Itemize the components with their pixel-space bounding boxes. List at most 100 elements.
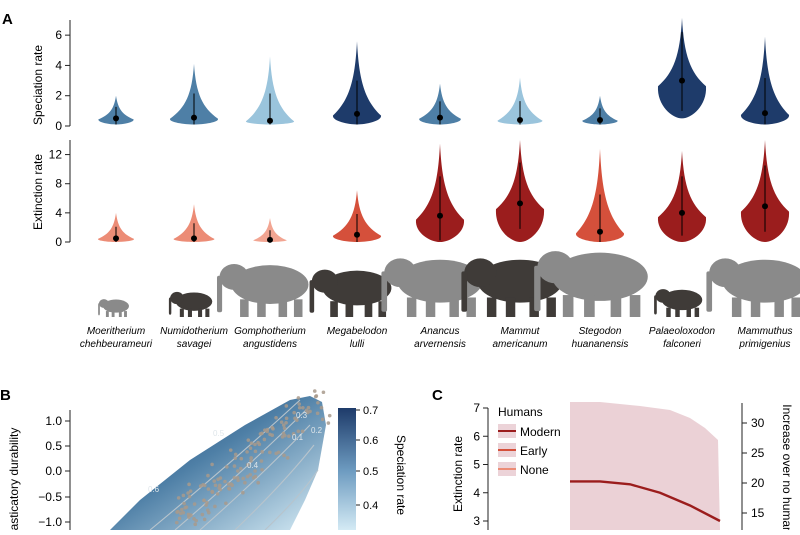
panel-c: 3 4 5 6 7 15 20 25 30 Extinction rate Increase … <box>451 401 794 535</box>
data-point <box>246 438 251 442</box>
data-point <box>215 492 220 496</box>
data-point <box>260 450 265 454</box>
violin-median <box>191 235 197 242</box>
data-point <box>249 441 254 446</box>
species-epithet: huananensis <box>572 339 629 350</box>
colorbar-tick-label: 0.6 <box>363 435 378 447</box>
data-point <box>193 522 198 527</box>
legend-entry: Modern <box>520 425 561 439</box>
panel-b-surface <box>110 396 326 530</box>
data-point <box>248 472 253 477</box>
data-point <box>262 437 267 442</box>
ytick-label: 2 <box>55 89 62 103</box>
ytick-label: 6 <box>473 429 480 443</box>
y2tick-label: 20 <box>751 476 765 490</box>
data-point <box>232 464 237 468</box>
data-point <box>181 493 186 498</box>
violin-median <box>597 228 603 235</box>
data-point <box>217 486 222 490</box>
data-point <box>276 450 281 455</box>
colorbar-tick-label: 0.5 <box>363 466 378 478</box>
data-point <box>248 446 253 451</box>
contour-label: 0.1 <box>292 433 304 442</box>
data-point <box>204 503 208 507</box>
data-point <box>186 491 190 495</box>
y2tick-label: 30 <box>751 416 765 430</box>
violin-median <box>437 212 443 219</box>
data-point <box>287 434 291 439</box>
violin-median <box>597 116 603 123</box>
extinction-ylabel: Extinction rate <box>31 154 45 230</box>
data-point <box>253 442 257 447</box>
data-point <box>268 432 272 437</box>
contour-line <box>174 409 307 530</box>
violin-median <box>113 235 119 242</box>
data-point <box>241 476 245 481</box>
panel-label-c: C <box>432 387 443 404</box>
colorbar-label: Speciation rate <box>394 435 408 515</box>
data-point <box>245 450 249 454</box>
silhouette-1 <box>168 291 213 317</box>
data-point <box>327 413 332 418</box>
data-point <box>321 390 326 395</box>
panel-c-y2label: Increase over no humans <box>780 404 794 530</box>
panel-b: 1.0 0.5 0.0 −0.5 −1.0 Masticatory durability… <box>7 389 408 535</box>
ytick-label: 0 <box>55 235 62 249</box>
violin-median <box>354 110 360 117</box>
data-point <box>284 416 289 421</box>
data-point <box>175 510 179 514</box>
species-epithet: americanum <box>492 339 547 350</box>
data-point <box>282 426 287 431</box>
data-point <box>182 501 186 506</box>
data-point <box>265 429 270 434</box>
data-point <box>177 516 182 521</box>
data-point <box>249 459 253 463</box>
violin-median <box>517 200 523 207</box>
data-point <box>249 456 253 460</box>
species-epithet: arvernensis <box>414 339 466 350</box>
data-point <box>210 489 214 494</box>
data-point <box>256 440 260 445</box>
data-point <box>184 505 189 509</box>
violin-median <box>267 236 273 243</box>
species-epithet: chehbeurameuri <box>80 339 153 350</box>
ytick-label: 4 <box>55 206 62 220</box>
violin-median <box>517 116 523 123</box>
y2tick-label: 25 <box>751 446 765 460</box>
data-point <box>194 518 198 523</box>
extinction-violins <box>97 140 790 243</box>
colorbar-ticks: 0.7 0.6 0.5 0.4 <box>356 405 378 512</box>
data-point <box>179 507 184 512</box>
data-point <box>224 501 228 506</box>
data-point <box>213 504 217 509</box>
data-point <box>212 479 217 483</box>
species-genus: Palaeoloxodon <box>649 326 716 337</box>
violin-median <box>762 110 768 117</box>
data-point <box>213 483 218 488</box>
violin-median <box>267 117 273 124</box>
ytick-label: −1.0 <box>38 515 62 529</box>
silhouette-8 <box>706 258 800 317</box>
data-point <box>320 417 325 422</box>
violin-5 <box>497 77 543 125</box>
violin-2 <box>253 217 287 242</box>
data-point <box>284 404 289 408</box>
species-genus: Stegodon <box>579 326 622 337</box>
ytick-label: 7 <box>473 401 480 415</box>
data-point <box>279 420 284 424</box>
panel-c-y2ticks: 15 20 25 30 <box>742 416 765 520</box>
data-point <box>189 513 193 518</box>
ytick-label: 6 <box>55 28 62 42</box>
data-point <box>174 520 179 525</box>
legend-entry: None <box>520 463 549 477</box>
silhouette-3 <box>309 269 392 317</box>
data-point <box>233 452 238 457</box>
panel-c-legend: Humans Modern Early None <box>498 405 561 477</box>
data-point <box>297 402 301 406</box>
ytick-label: 1.0 <box>45 414 62 428</box>
y2tick-label: 15 <box>751 506 765 520</box>
data-point <box>243 480 247 485</box>
data-point <box>200 512 205 517</box>
data-point <box>228 448 233 452</box>
